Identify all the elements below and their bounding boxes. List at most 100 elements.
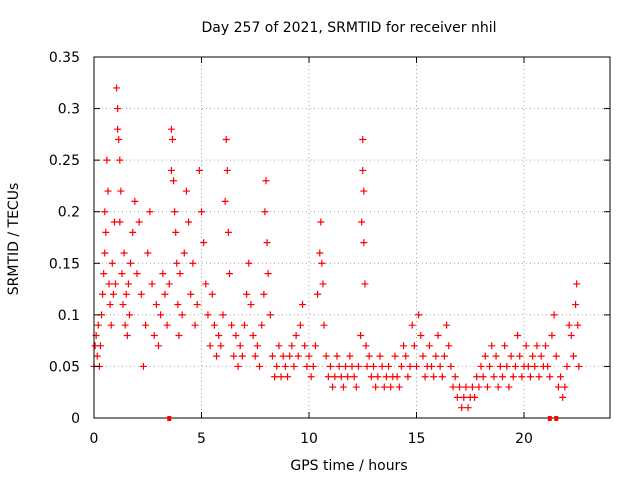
- data-point: [518, 373, 526, 381]
- data-point: [456, 383, 463, 391]
- data-point: [131, 197, 139, 205]
- data-point: [473, 373, 481, 381]
- data-point: [115, 136, 123, 144]
- data-point: [96, 342, 104, 350]
- data-point: [170, 177, 178, 185]
- data-point: [148, 280, 156, 288]
- data-point: [511, 362, 519, 370]
- ticks: 0 0.05 0.1 0.15 0.2 0.25 0.3 0.35 0 5 10 15 20: [49, 50, 610, 447]
- data-point: [522, 342, 530, 350]
- data-point: [378, 362, 386, 370]
- data-point: [303, 362, 311, 370]
- data-point: [425, 342, 433, 350]
- data-point: [120, 249, 128, 257]
- data-point: [238, 352, 246, 360]
- data-point: [225, 270, 233, 278]
- data-point: [387, 383, 395, 391]
- data-point: [266, 311, 274, 319]
- data-point: [546, 373, 554, 381]
- x-tick-label: 20: [515, 431, 533, 447]
- y-tick-label: 0.25: [49, 153, 80, 169]
- data-point: [449, 383, 457, 391]
- y-tick-label: 0.05: [49, 359, 80, 375]
- data-point: [352, 383, 360, 391]
- data-point: [127, 259, 135, 267]
- data-point: [397, 362, 405, 370]
- data-point: [391, 352, 399, 360]
- data-point: [317, 218, 325, 226]
- data-point: [573, 280, 581, 288]
- data-point: [380, 383, 388, 391]
- x-axis-marker: [554, 416, 559, 421]
- data-point: [327, 362, 334, 370]
- data-point: [363, 362, 371, 370]
- data-point: [101, 249, 109, 257]
- data-point: [116, 156, 124, 164]
- x-tick-label: 10: [300, 431, 318, 447]
- data-point: [318, 259, 326, 267]
- data-point: [453, 393, 461, 401]
- data-point: [565, 321, 573, 329]
- data-point: [445, 342, 453, 350]
- data-point: [524, 362, 532, 370]
- data-point: [344, 373, 352, 381]
- data-point: [150, 331, 158, 339]
- data-point: [367, 373, 375, 381]
- data-point: [118, 270, 126, 278]
- data-point: [311, 342, 319, 350]
- data-point: [337, 373, 345, 381]
- data-point: [288, 342, 296, 350]
- data-point: [428, 362, 436, 370]
- data-point: [357, 331, 365, 339]
- data-point: [410, 342, 418, 350]
- data-point: [93, 352, 101, 360]
- data-point: [187, 290, 195, 298]
- data-point: [339, 383, 347, 391]
- data-point: [324, 373, 332, 381]
- data-point: [360, 187, 368, 195]
- data-point: [178, 311, 186, 319]
- data-point: [243, 290, 251, 298]
- data-point: [241, 321, 248, 329]
- data-point: [561, 383, 569, 391]
- data-point: [281, 362, 289, 370]
- data-point: [509, 373, 517, 381]
- data-point: [109, 290, 117, 298]
- data-point: [514, 331, 522, 339]
- data-point: [167, 125, 175, 133]
- data-point: [557, 373, 565, 381]
- data-point: [554, 383, 562, 391]
- data-point: [230, 352, 238, 360]
- data-point: [432, 352, 440, 360]
- data-point: [224, 228, 232, 236]
- data-point: [135, 218, 143, 226]
- data-point: [361, 280, 369, 288]
- data-point: [137, 290, 145, 298]
- data-point: [406, 362, 414, 370]
- data-point: [309, 362, 317, 370]
- data-point: [173, 259, 181, 267]
- data-point: [567, 331, 575, 339]
- data-point: [400, 342, 408, 350]
- data-point: [307, 373, 315, 381]
- data-point: [503, 362, 511, 370]
- data-point: [204, 311, 212, 319]
- data-point: [395, 383, 403, 391]
- data-point: [575, 362, 583, 370]
- data-point: [333, 352, 341, 360]
- data-point: [419, 352, 427, 360]
- data-point: [122, 290, 130, 298]
- data-point: [253, 342, 261, 350]
- data-point: [217, 342, 225, 350]
- data-point: [213, 352, 221, 360]
- x-tick-label: 15: [408, 431, 426, 447]
- data-point: [286, 352, 294, 360]
- data-point: [305, 352, 313, 360]
- data-point: [481, 352, 489, 360]
- data-point: [486, 362, 494, 370]
- plot-border: [93, 56, 611, 419]
- data-point: [206, 342, 214, 350]
- data-point: [563, 362, 571, 370]
- data-point: [116, 218, 124, 226]
